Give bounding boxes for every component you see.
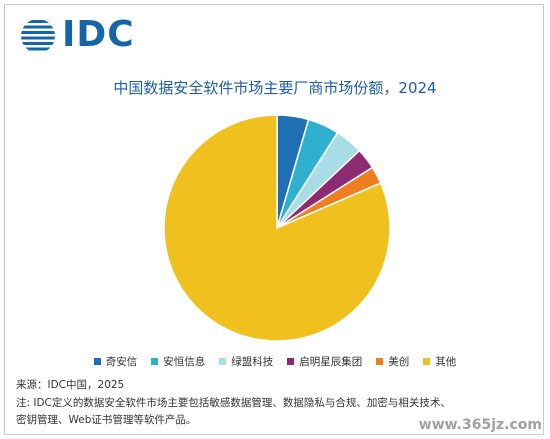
legend-item: 其他 xyxy=(423,354,456,369)
legend-item: 奇安信 xyxy=(93,354,138,369)
idc-logo: IDC xyxy=(18,14,158,56)
legend-label: 奇安信 xyxy=(105,356,138,368)
pie-slice xyxy=(163,114,391,342)
legend-item: 安恒信息 xyxy=(151,354,205,369)
globe-icon xyxy=(21,20,55,51)
note-text: 注: IDC定义的数据安全软件市场主要包括敏感数据管理、数据隐私与合规、加密与相… xyxy=(16,397,451,426)
legend-swatch xyxy=(219,358,227,365)
source-text: 来源：IDC中国，2025 xyxy=(16,379,125,391)
legend-swatch xyxy=(376,358,384,365)
legend-swatch xyxy=(93,358,101,365)
legend-swatch xyxy=(423,358,431,365)
chart-legend: 奇安信 安恒信息 绿盟科技 启明星辰集团 美创 其他 xyxy=(0,354,550,369)
legend-item: 美创 xyxy=(376,354,409,369)
legend-item: 启明星辰集团 xyxy=(287,354,362,369)
legend-label: 美创 xyxy=(388,356,410,368)
logo-wordmark: IDC xyxy=(62,14,135,55)
watermark: www.365jz.com xyxy=(418,417,542,433)
legend-label: 绿盟科技 xyxy=(231,356,274,368)
legend-swatch xyxy=(287,358,295,365)
chart-title: 中国数据安全软件市场主要厂商市场份额，2024 xyxy=(113,79,437,97)
legend-label: 启明星辰集团 xyxy=(299,356,363,368)
legend-label: 其他 xyxy=(435,356,457,368)
legend-item: 绿盟科技 xyxy=(219,354,273,369)
legend-swatch xyxy=(151,358,159,365)
legend-label: 安恒信息 xyxy=(163,356,206,368)
